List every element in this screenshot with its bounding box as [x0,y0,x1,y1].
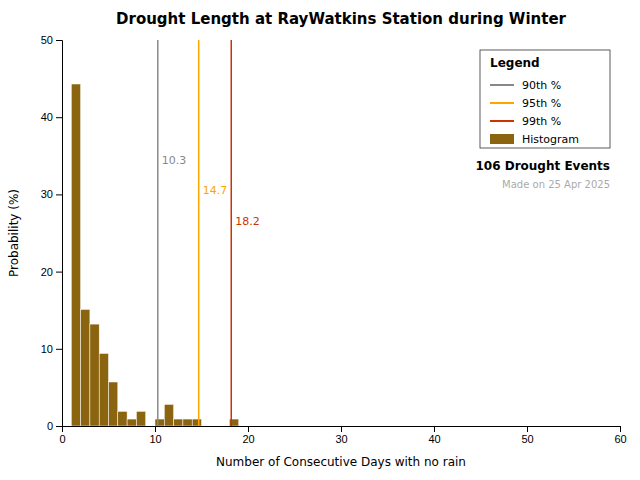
y-axis-line [56,41,63,427]
bar [155,419,164,426]
x-tick-mark [527,426,528,432]
x-tick: 60 [614,426,626,445]
x-tick-label: 40 [428,433,440,445]
x-tick-label: 10 [149,433,161,445]
legend-swatch [490,134,514,144]
bar [220,426,229,427]
line-labels: 10.3 14.7 18.2 [162,154,260,229]
bar [90,324,99,426]
threshold-line [231,40,233,426]
bar [183,419,192,426]
legend-swatch [490,102,514,104]
bar [99,353,108,426]
legend-title: Legend [490,56,540,70]
bar [211,426,220,427]
bar [202,426,211,427]
x-axis-title: Number of Consecutive Days with no rain [216,455,466,469]
y-tick: 50 [41,34,62,46]
legend-swatch [490,84,514,86]
threshold-label: 10.3 [162,154,187,167]
y-tick-mark [56,272,62,273]
plot: 0 10 20 30 40 50 60 0 10 20 30 40 50 10.3 14.7 18.2 Lege… [41,34,627,445]
y-tick: 20 [41,266,62,278]
bar [248,426,257,427]
y-tick: 10 [41,343,62,355]
x-tick-mark [620,426,621,432]
annotations: 106 Drought Events Made on 25 Apr 2025 [475,159,610,190]
threshold-label: 14.7 [203,184,228,197]
y-tick-label: 50 [41,34,53,46]
x-tick: 40 [428,426,440,445]
legend-label: Histogram [522,133,579,146]
x-tick: 20 [242,426,254,445]
x-tick-mark [341,426,342,432]
y-axis-title: Probability (%) [7,189,21,277]
bar [71,84,80,426]
title: Drought Length at RayWatkins Station dur… [116,10,567,28]
x-tick-label: 30 [335,433,347,445]
bar [239,426,248,427]
legend-label: 95th % [522,97,561,110]
y-tick-mark [56,426,62,427]
bar [192,419,201,426]
x-tick-mark [434,426,435,432]
chart: 0 10 20 30 40 50 60 0 10 20 30 40 50 10.3 14.7 18.2 Lege… [0,0,640,480]
x-tick-label: 20 [242,433,254,445]
annotation: 106 Drought Events [475,159,610,173]
y-axis: 0 10 20 30 40 50 [41,34,63,432]
x-tick: 0 [59,426,65,445]
x-tick: 50 [521,426,533,445]
bar [164,404,173,426]
bar [174,419,183,426]
bar [118,411,127,426]
legend: Legend 90th % 95th % 99th % Histogram [480,50,610,148]
x-axis: 0 10 20 30 40 50 60 [59,426,626,445]
threshold-label: 18.2 [235,215,260,228]
y-tick-mark [56,349,62,350]
bar [81,309,90,426]
bar [146,426,155,427]
legend-label: 99th % [522,115,561,128]
legend-label: 90th % [522,79,561,92]
x-tick-label: 50 [521,433,533,445]
threshold-line [198,40,200,426]
x-tick-label: 60 [614,433,626,445]
y-tick: 0 [47,420,62,432]
bar [136,411,145,426]
y-tick: 40 [41,111,62,123]
y-tick-mark [56,194,62,195]
x-tick: 10 [149,426,161,445]
annotation: Made on 25 Apr 2025 [502,179,610,190]
histogram [71,84,238,426]
x-tick-mark [248,426,249,432]
y-tick-label: 10 [41,343,53,355]
y-tick-label: 30 [41,188,53,200]
threshold-line [157,40,159,426]
x-tick: 30 [335,426,347,445]
bar [127,419,136,426]
bar [109,382,118,426]
marks [71,40,238,426]
legend-swatch [490,120,514,122]
y-tick-mark [56,117,62,118]
y-tick-label: 0 [47,420,53,432]
x-tick-label: 0 [59,433,65,445]
y-tick-label: 40 [41,111,53,123]
y-tick: 30 [41,188,62,200]
y-tick-label: 20 [41,266,53,278]
x-axis-line [63,427,621,433]
x-tick-mark [155,426,156,432]
y-tick-mark [56,40,62,41]
legend-box [480,50,610,148]
